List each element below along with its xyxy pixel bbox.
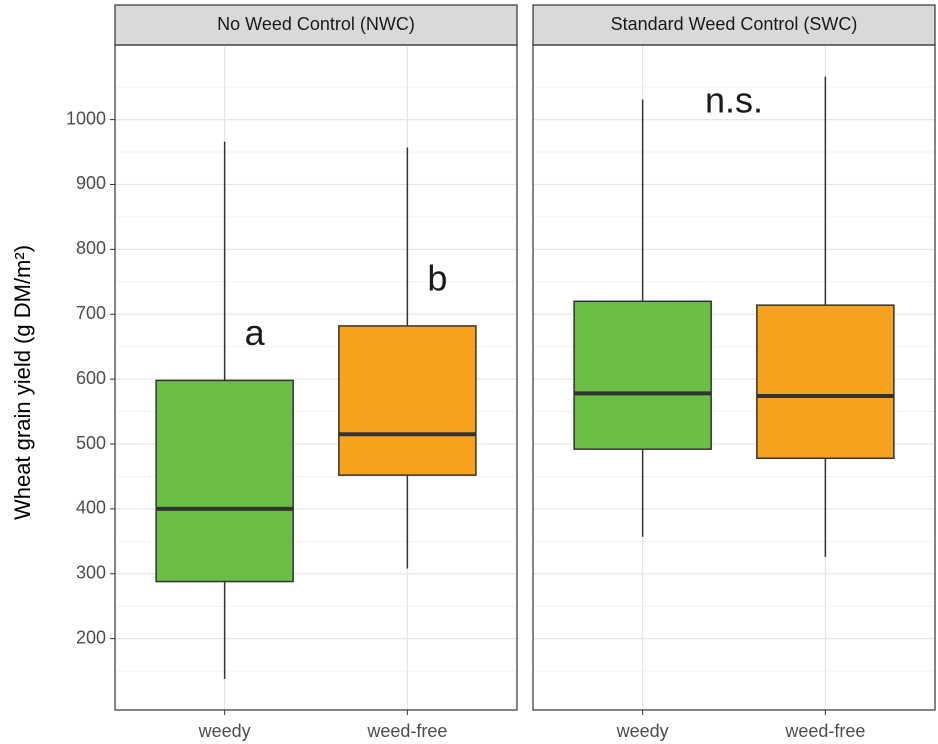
y-axis-title: Wheat grain yield (g DM/m²) [10, 245, 35, 520]
box [338, 325, 477, 476]
x-tick-label: weed-free [366, 721, 447, 741]
x-tick-label: weedy [616, 721, 669, 741]
box [155, 379, 294, 583]
y-tick-label: 200 [76, 627, 106, 647]
strip-label: Standard Weed Control (SWC) [611, 14, 858, 34]
annotation: b [427, 257, 447, 298]
annotation: n.s. [705, 80, 763, 121]
y-tick-label: 700 [76, 303, 106, 323]
strip-label: No Weed Control (NWC) [217, 14, 415, 34]
y-tick-label: 1000 [66, 108, 106, 128]
strip-background [114, 4, 518, 46]
x-tick-label: weed-free [784, 721, 865, 741]
x-tick-label: weedy [198, 721, 251, 741]
y-tick-label: 800 [76, 238, 106, 258]
annotation: a [245, 312, 266, 353]
panel-border [114, 44, 518, 711]
y-tick-label: 300 [76, 563, 106, 583]
y-tick-label: 600 [76, 368, 106, 388]
y-tick-label: 900 [76, 173, 106, 193]
panel-border [532, 44, 936, 711]
y-tick-label: 500 [76, 433, 106, 453]
strip-background [532, 4, 936, 46]
box [756, 304, 895, 460]
box [573, 300, 712, 450]
y-tick-label: 400 [76, 498, 106, 518]
